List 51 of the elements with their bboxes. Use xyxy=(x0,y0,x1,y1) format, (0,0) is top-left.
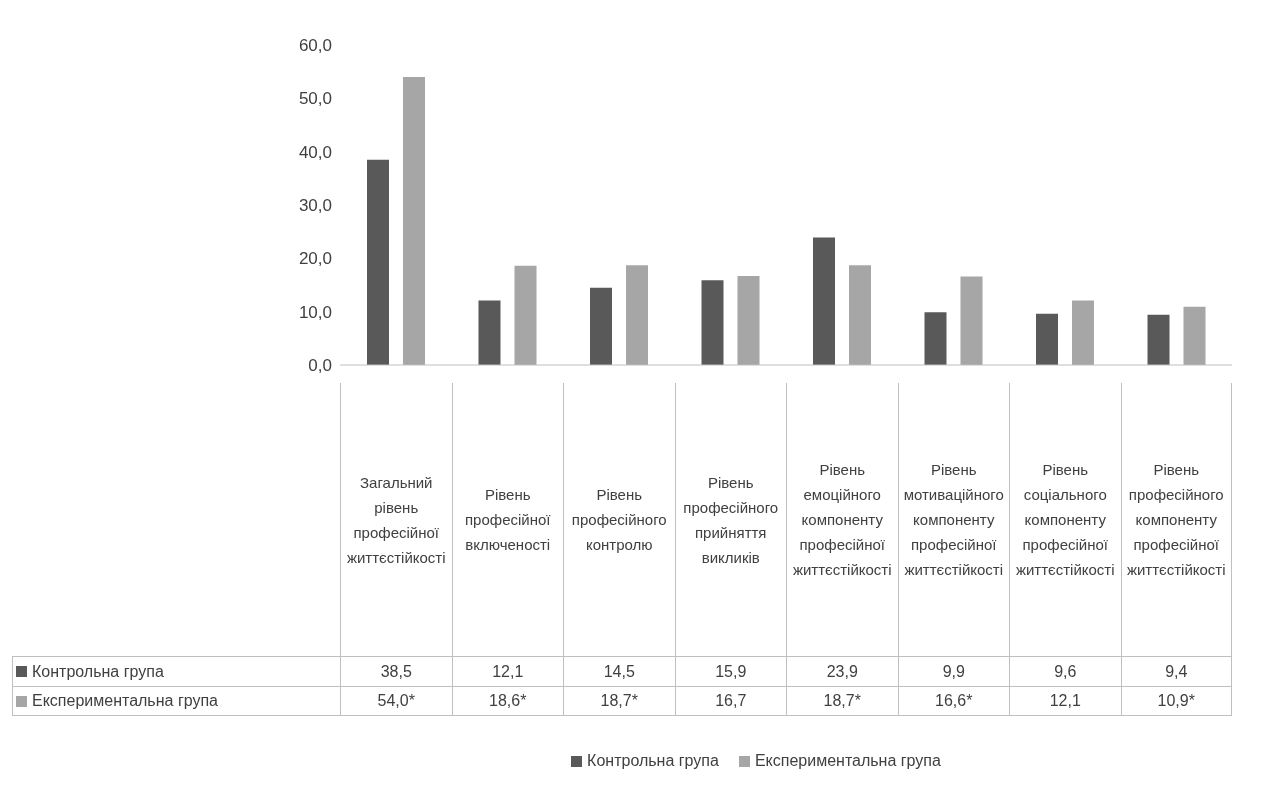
bar xyxy=(478,300,501,365)
y-tick-label: 20,0 xyxy=(298,249,332,269)
y-tick-label: 10,0 xyxy=(298,302,332,322)
bar xyxy=(403,77,425,365)
data-label: 12,1 xyxy=(1009,686,1121,716)
x-tick-label: Рівень емоційного компоненту професійної життєстійкості xyxy=(786,383,898,656)
y-tick-label: 50,0 xyxy=(298,89,332,109)
x-tick-label: Рівень соціального компоненту професійної життєстійкості xyxy=(1009,383,1121,656)
data-label: 18,6* xyxy=(451,686,563,716)
bar xyxy=(626,265,648,365)
data-label: 16,6* xyxy=(897,686,1009,716)
data-label: 9,4 xyxy=(1120,656,1232,686)
legend-label: Експериментальна група xyxy=(12,686,340,716)
x-tick-label: Загальний рівень професійної життєстійкості xyxy=(340,383,452,656)
bar xyxy=(701,280,724,365)
data-label: 18,7* xyxy=(786,686,898,716)
y-tick-label: 40,0 xyxy=(298,142,332,162)
text: Контрольна група xyxy=(587,752,719,769)
bar xyxy=(960,276,983,365)
bar xyxy=(590,287,612,365)
data-label: 9,6 xyxy=(1009,656,1121,686)
x-tick-label: Рівень професійного прийняття викликів xyxy=(674,383,786,656)
x-tick-label: Рівень мотиваційного компоненту професійної життєстійкості xyxy=(897,383,1009,656)
bar xyxy=(514,265,537,365)
data-label: 16,7 xyxy=(674,686,786,716)
y-tick-label: 0,0 xyxy=(308,356,332,376)
bar xyxy=(1183,306,1206,365)
bar xyxy=(1072,300,1094,365)
data-label: 23,9 xyxy=(786,656,898,686)
bar xyxy=(1147,314,1170,365)
x-tick-label: Рівень професійного контролю xyxy=(563,383,675,656)
bar xyxy=(367,159,389,365)
text: Експериментальна група xyxy=(754,752,941,769)
data-label: 9,9 xyxy=(897,656,1009,686)
data-label: 54,0* xyxy=(340,686,452,716)
x-tick-label: Рівень професійного компоненту професійної життєстійкості xyxy=(1120,383,1232,656)
x-tick-label: Рівень професійної включеності xyxy=(451,383,563,656)
bar xyxy=(813,237,835,365)
legend-label: Контрольна група xyxy=(12,656,340,686)
bar xyxy=(849,265,871,365)
data-label: 10,9* xyxy=(1120,686,1232,716)
data-label: 14,5 xyxy=(563,656,675,686)
y-tick-label: 60,0 xyxy=(298,36,332,56)
data-label: 38,5 xyxy=(340,656,452,686)
bar xyxy=(737,275,760,365)
bar xyxy=(1036,313,1058,365)
bar xyxy=(924,312,947,365)
y-tick-label: 30,0 xyxy=(298,196,332,216)
data-label: 15,9 xyxy=(674,656,786,686)
data-label: 12,1 xyxy=(451,656,563,686)
data-label: 18,7* xyxy=(563,686,675,716)
